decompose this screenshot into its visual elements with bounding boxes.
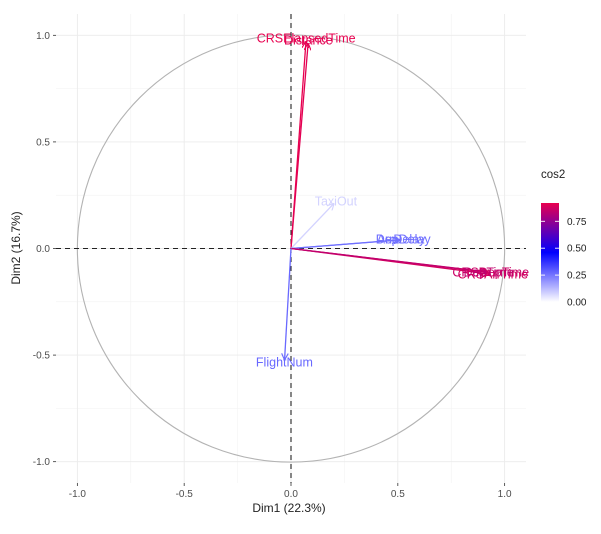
legend-tick-label: 0.25	[567, 271, 587, 282]
variable-labels: CRSElapsedTimeDistanceTaxiOutArrDelayDep…	[256, 32, 529, 370]
legend-tick-label: 0.50	[567, 244, 587, 255]
x-tick-label: -0.5	[176, 489, 194, 500]
y-axis-ticks: -1.0 -0.5 0.0 0.5 1.0	[33, 31, 56, 468]
label-flightnum: FlightNum	[256, 356, 313, 370]
legend-title: cos2	[541, 169, 565, 181]
label-crselapsedtime: CRSElapsedTime	[257, 32, 356, 46]
legend-tick-label: 0.00	[567, 298, 587, 309]
x-tick-label: -1.0	[69, 489, 87, 500]
x-tick-label: 0.5	[391, 489, 405, 500]
y-tick-label: 0.0	[36, 244, 50, 255]
y-tick-label: 0.5	[36, 137, 50, 148]
label-depdelay: DepDelay	[376, 233, 432, 247]
label-arrdelay: ArrDelay	[377, 233, 426, 247]
variable-arrows	[285, 42, 490, 360]
arrow-flightnum	[285, 248, 292, 360]
label-deptime: DepTime	[463, 265, 513, 279]
legend-colorbar	[541, 203, 559, 302]
arrow-depdelay	[290, 240, 400, 250]
legend-tick-label: 0.75	[567, 217, 587, 228]
label-distance: Distance	[284, 34, 333, 48]
x-tick-label: 0.0	[284, 489, 298, 500]
y-tick-label: 1.0	[36, 31, 50, 42]
label-taxiout: TaxiOut	[315, 194, 358, 208]
arrow-deptime	[290, 247, 485, 272]
label-crsdeptime: CRSDepTime	[452, 265, 529, 279]
y-tick-label: -1.0	[33, 457, 51, 468]
arrow-taxiout	[290, 204, 334, 249]
arrow-distance	[290, 44, 308, 249]
x-axis-title: Dim1 (22.3%)	[252, 501, 325, 515]
cos2-legend: cos2 0.00 0.25 0.50 0.75	[541, 169, 587, 309]
label-crsarrtime: CRSArrTime	[458, 267, 528, 281]
y-tick-label: -0.5	[33, 351, 51, 362]
y-axis-title: Dim2 (16.7%)	[9, 211, 23, 284]
x-tick-label: 1.0	[498, 489, 512, 500]
legend-ticks: 0.00 0.25 0.50 0.75	[541, 217, 587, 309]
x-axis-ticks: -1.0 -0.5 0.0 0.5 1.0	[69, 483, 512, 500]
